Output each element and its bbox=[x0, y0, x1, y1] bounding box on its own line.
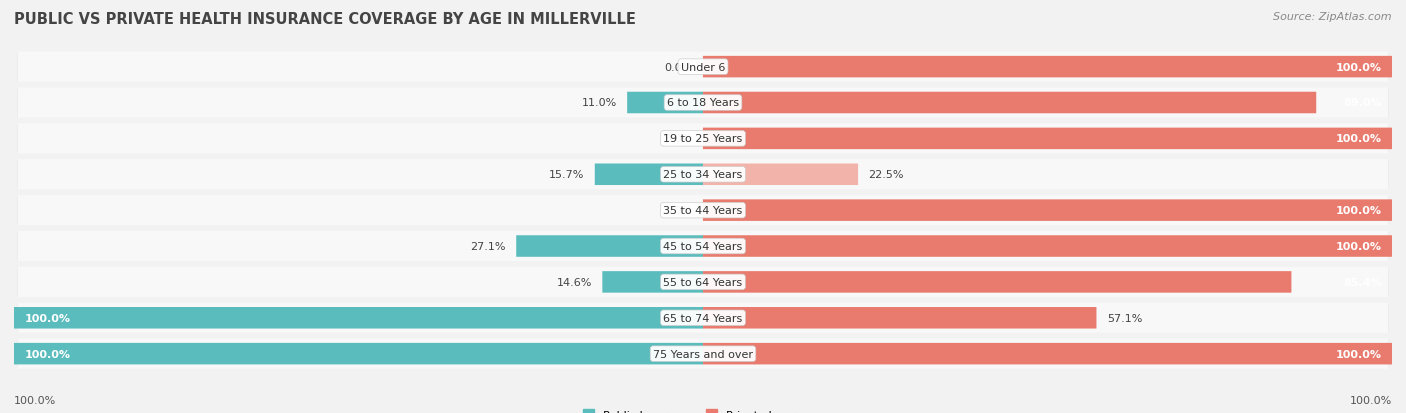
FancyBboxPatch shape bbox=[17, 339, 1389, 368]
Text: PUBLIC VS PRIVATE HEALTH INSURANCE COVERAGE BY AGE IN MILLERVILLE: PUBLIC VS PRIVATE HEALTH INSURANCE COVER… bbox=[14, 12, 636, 27]
Text: 11.0%: 11.0% bbox=[582, 98, 617, 108]
FancyBboxPatch shape bbox=[14, 343, 703, 365]
FancyBboxPatch shape bbox=[17, 196, 1389, 225]
Text: Under 6: Under 6 bbox=[681, 62, 725, 72]
Text: 100.0%: 100.0% bbox=[1336, 206, 1382, 216]
Text: 6 to 18 Years: 6 to 18 Years bbox=[666, 98, 740, 108]
Text: 19 to 25 Years: 19 to 25 Years bbox=[664, 134, 742, 144]
Text: 65 to 74 Years: 65 to 74 Years bbox=[664, 313, 742, 323]
FancyBboxPatch shape bbox=[14, 307, 703, 329]
Text: 0.0%: 0.0% bbox=[665, 62, 693, 72]
Text: 85.4%: 85.4% bbox=[1343, 277, 1382, 287]
FancyBboxPatch shape bbox=[516, 236, 703, 257]
FancyBboxPatch shape bbox=[703, 236, 1392, 257]
FancyBboxPatch shape bbox=[627, 93, 703, 114]
FancyBboxPatch shape bbox=[17, 53, 1389, 82]
FancyBboxPatch shape bbox=[17, 304, 1389, 332]
FancyBboxPatch shape bbox=[17, 231, 1389, 261]
FancyBboxPatch shape bbox=[703, 271, 1292, 293]
FancyBboxPatch shape bbox=[17, 268, 1389, 297]
Text: 0.0%: 0.0% bbox=[665, 206, 693, 216]
FancyBboxPatch shape bbox=[17, 160, 1389, 190]
Text: 0.0%: 0.0% bbox=[665, 134, 693, 144]
Text: 55 to 64 Years: 55 to 64 Years bbox=[664, 277, 742, 287]
FancyBboxPatch shape bbox=[17, 267, 1389, 297]
Text: Source: ZipAtlas.com: Source: ZipAtlas.com bbox=[1274, 12, 1392, 22]
Text: 100.0%: 100.0% bbox=[1336, 242, 1382, 252]
Text: 57.1%: 57.1% bbox=[1107, 313, 1142, 323]
FancyBboxPatch shape bbox=[595, 164, 703, 185]
Text: 100.0%: 100.0% bbox=[24, 313, 70, 323]
FancyBboxPatch shape bbox=[17, 88, 1389, 118]
FancyBboxPatch shape bbox=[703, 343, 1392, 365]
FancyBboxPatch shape bbox=[17, 89, 1389, 118]
Text: 89.0%: 89.0% bbox=[1343, 98, 1382, 108]
FancyBboxPatch shape bbox=[703, 57, 1392, 78]
Text: 22.5%: 22.5% bbox=[869, 170, 904, 180]
FancyBboxPatch shape bbox=[703, 128, 1392, 150]
FancyBboxPatch shape bbox=[17, 339, 1389, 369]
FancyBboxPatch shape bbox=[17, 232, 1389, 261]
FancyBboxPatch shape bbox=[17, 124, 1389, 154]
FancyBboxPatch shape bbox=[703, 93, 1316, 114]
Text: 100.0%: 100.0% bbox=[24, 349, 70, 359]
Legend: Public Insurance, Private Insurance: Public Insurance, Private Insurance bbox=[579, 405, 827, 413]
FancyBboxPatch shape bbox=[17, 303, 1389, 333]
FancyBboxPatch shape bbox=[17, 196, 1389, 225]
Text: 100.0%: 100.0% bbox=[1336, 62, 1382, 72]
Text: 100.0%: 100.0% bbox=[1350, 395, 1392, 405]
FancyBboxPatch shape bbox=[703, 164, 858, 185]
Text: 35 to 44 Years: 35 to 44 Years bbox=[664, 206, 742, 216]
FancyBboxPatch shape bbox=[17, 125, 1389, 153]
Text: 25 to 34 Years: 25 to 34 Years bbox=[664, 170, 742, 180]
FancyBboxPatch shape bbox=[602, 271, 703, 293]
FancyBboxPatch shape bbox=[703, 200, 1392, 221]
FancyBboxPatch shape bbox=[17, 52, 1389, 83]
Text: 45 to 54 Years: 45 to 54 Years bbox=[664, 242, 742, 252]
Text: 100.0%: 100.0% bbox=[1336, 349, 1382, 359]
FancyBboxPatch shape bbox=[17, 161, 1389, 189]
Text: 100.0%: 100.0% bbox=[14, 395, 56, 405]
Text: 14.6%: 14.6% bbox=[557, 277, 592, 287]
Text: 75 Years and over: 75 Years and over bbox=[652, 349, 754, 359]
Text: 15.7%: 15.7% bbox=[550, 170, 585, 180]
Text: 100.0%: 100.0% bbox=[1336, 134, 1382, 144]
Text: 27.1%: 27.1% bbox=[471, 242, 506, 252]
FancyBboxPatch shape bbox=[703, 307, 1097, 329]
